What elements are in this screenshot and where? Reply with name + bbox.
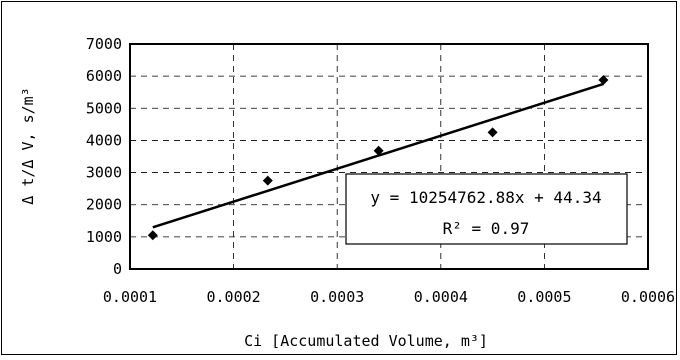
y-tick-label: 2000 (86, 196, 122, 214)
data-point-marker (147, 230, 158, 241)
y-tick-label: 6000 (86, 67, 122, 85)
data-point-marker (487, 127, 498, 138)
y-axis-title: Δ t/Δ V, s/m³ (19, 87, 37, 204)
x-tick-label: 0.0003 (310, 288, 364, 306)
x-axis-title: Ci [Accumulated Volume, m³] (244, 332, 488, 350)
data-point-marker (598, 75, 609, 85)
equation-box: y = 10254762.88x + 44.34 R² = 0.97 (345, 173, 628, 245)
data-point-marker (373, 145, 384, 156)
tick-labels: 0 1000 2000 3000 4000 5000 6000 7000 0.0001 0.000… (86, 35, 675, 306)
r-squared-label: R² = 0.97 (443, 219, 530, 238)
data-point-marker (262, 175, 273, 186)
x-tick-label: 0.0004 (414, 288, 468, 306)
y-tick-label: 5000 (86, 99, 122, 117)
y-tick-label: 4000 (86, 131, 122, 149)
chart-frame: 0 1000 2000 3000 4000 5000 6000 7000 0.0001 0.000… (1, 1, 677, 355)
y-tick-label: 0 (113, 260, 122, 278)
equation-box-border (345, 173, 628, 245)
x-tick-label: 0.0001 (103, 288, 157, 306)
x-tick-label: 0.0002 (207, 288, 261, 306)
y-tick-label: 1000 (86, 228, 122, 246)
y-tick-label: 3000 (86, 164, 122, 182)
data-points (147, 75, 609, 241)
plot-area (129, 43, 649, 270)
x-tick-label: 0.0006 (621, 288, 675, 306)
trendline-equation: y = 10254762.88x + 44.34 (370, 188, 601, 207)
x-tick-label: 0.0005 (517, 288, 571, 306)
y-tick-label: 7000 (86, 35, 122, 53)
trendline (152, 82, 604, 229)
